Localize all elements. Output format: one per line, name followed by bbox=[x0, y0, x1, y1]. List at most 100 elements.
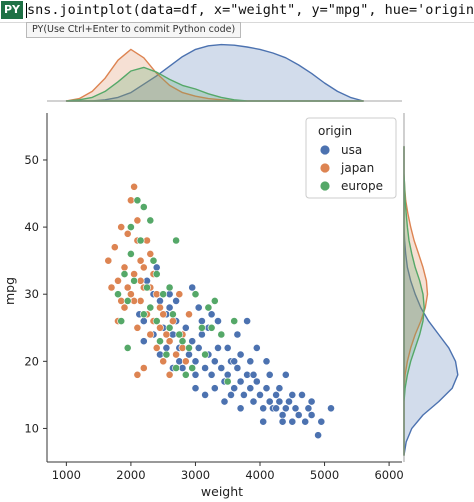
point-japan bbox=[123, 283, 132, 292]
point-japan bbox=[156, 323, 164, 332]
point-usa bbox=[194, 343, 203, 352]
point-usa bbox=[246, 384, 255, 393]
point-usa bbox=[181, 323, 190, 332]
point-usa bbox=[197, 317, 206, 325]
point-europe bbox=[188, 364, 197, 372]
point-usa bbox=[314, 431, 322, 440]
x-tick-label: 2000 bbox=[116, 468, 145, 482]
point-europe bbox=[165, 283, 174, 292]
legend-label-japan: japan bbox=[340, 161, 374, 175]
point-japan bbox=[152, 290, 161, 299]
legend-marker-europe bbox=[319, 180, 331, 192]
point-usa bbox=[162, 343, 171, 352]
point-japan bbox=[120, 263, 129, 272]
point-europe bbox=[181, 370, 190, 379]
y-tick-label: 20 bbox=[24, 354, 39, 368]
point-usa bbox=[201, 364, 209, 372]
point-usa bbox=[220, 397, 229, 406]
point-usa bbox=[236, 350, 245, 359]
point-europe bbox=[117, 317, 126, 325]
point-usa bbox=[327, 404, 335, 413]
point-europe bbox=[175, 330, 184, 339]
point-japan bbox=[156, 303, 164, 312]
x-tick-label: 1000 bbox=[52, 468, 81, 482]
point-japan bbox=[136, 276, 145, 285]
point-japan bbox=[133, 370, 142, 379]
point-europe bbox=[139, 310, 148, 319]
y-tick-label: 50 bbox=[24, 153, 39, 167]
point-japan bbox=[165, 337, 174, 346]
point-japan bbox=[126, 196, 135, 205]
point-usa bbox=[252, 377, 261, 386]
point-europe bbox=[207, 323, 216, 332]
point-japan bbox=[110, 243, 119, 252]
formula-input[interactable]: sns.jointplot(data=df, x="weight", y="mp… bbox=[27, 2, 474, 18]
point-usa bbox=[188, 337, 197, 346]
point-europe bbox=[146, 303, 155, 312]
point-usa bbox=[139, 337, 148, 346]
point-europe bbox=[204, 303, 213, 312]
point-usa bbox=[227, 390, 235, 399]
point-japan bbox=[133, 216, 142, 225]
point-usa bbox=[288, 417, 297, 426]
point-usa bbox=[252, 343, 261, 352]
point-japan bbox=[159, 357, 168, 366]
point-usa bbox=[301, 417, 310, 426]
point-usa bbox=[275, 397, 284, 406]
legend-marker-japan bbox=[319, 162, 331, 174]
point-usa bbox=[210, 357, 219, 366]
point-usa bbox=[275, 384, 284, 393]
point-usa bbox=[172, 296, 180, 305]
point-usa bbox=[246, 357, 255, 366]
formula-bar[interactable]: PY sns.jointplot(data=df, x="weight", y=… bbox=[0, 0, 474, 23]
point-europe bbox=[126, 223, 135, 231]
point-usa bbox=[214, 343, 222, 352]
point-usa bbox=[259, 417, 268, 426]
point-usa bbox=[175, 357, 184, 366]
point-japan bbox=[152, 343, 161, 352]
point-europe bbox=[123, 343, 132, 352]
point-japan bbox=[139, 263, 148, 272]
point-usa bbox=[262, 384, 271, 393]
point-usa bbox=[236, 404, 245, 413]
point-usa bbox=[191, 384, 200, 393]
point-usa bbox=[304, 404, 313, 413]
point-usa bbox=[259, 404, 268, 413]
point-europe bbox=[152, 270, 161, 278]
point-europe bbox=[159, 290, 168, 299]
point-japan bbox=[181, 357, 190, 366]
point-japan bbox=[136, 256, 145, 265]
point-usa bbox=[230, 357, 239, 366]
legend-label-usa: usa bbox=[341, 143, 362, 157]
point-usa bbox=[249, 397, 258, 406]
point-usa bbox=[152, 263, 161, 272]
point-usa bbox=[291, 404, 300, 413]
point-japan bbox=[114, 276, 122, 285]
point-usa bbox=[298, 390, 306, 399]
point-usa bbox=[210, 384, 219, 393]
point-japan bbox=[107, 283, 116, 292]
point-usa bbox=[214, 317, 222, 325]
text-cursor bbox=[26, 3, 27, 18]
point-usa bbox=[223, 343, 232, 352]
y-tick-label: 10 bbox=[24, 421, 39, 435]
point-usa bbox=[191, 357, 200, 366]
point-usa bbox=[265, 397, 274, 406]
point-japan bbox=[185, 310, 193, 319]
point-europe bbox=[133, 196, 142, 205]
point-europe bbox=[168, 310, 177, 319]
point-europe bbox=[185, 343, 193, 352]
point-europe bbox=[201, 350, 209, 359]
python-mode-badge[interactable]: PY bbox=[1, 1, 23, 19]
point-usa bbox=[265, 370, 274, 379]
marginal-x-kde-usa bbox=[65, 43, 364, 102]
point-usa bbox=[185, 350, 193, 359]
legend-box bbox=[305, 117, 397, 199]
point-europe bbox=[172, 236, 180, 245]
point-usa bbox=[230, 384, 239, 393]
point-usa bbox=[139, 317, 148, 325]
point-usa bbox=[272, 390, 280, 399]
point-europe bbox=[149, 256, 158, 265]
point-japan bbox=[104, 256, 113, 265]
point-usa bbox=[191, 370, 200, 379]
